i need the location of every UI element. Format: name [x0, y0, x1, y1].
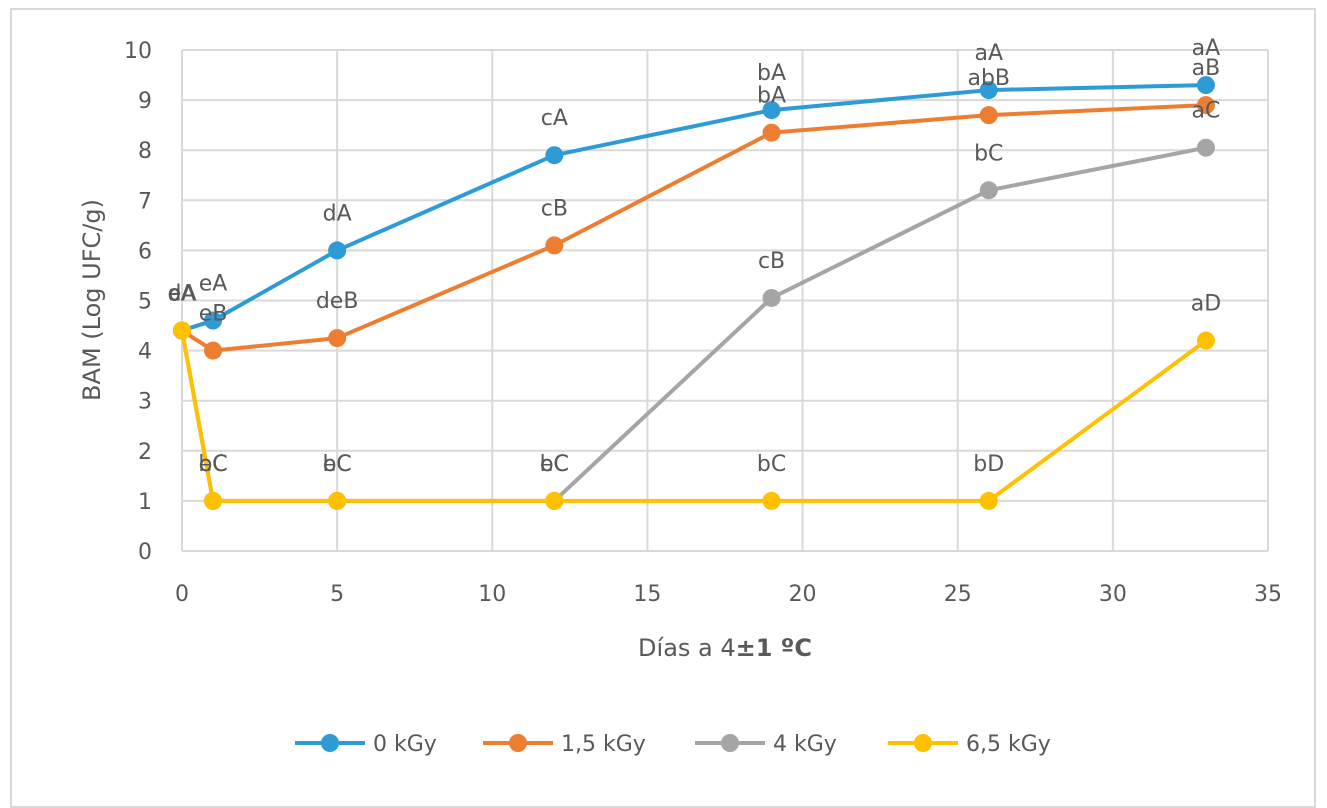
grid	[181, 49, 1269, 552]
data-label-s3-p4: bC	[757, 452, 786, 477]
data-label-s0-p2: dA	[323, 201, 352, 226]
x-tick-label-7: 35	[1254, 582, 1282, 607]
data-point-s1-p2	[328, 329, 347, 348]
data-point-s2-p6	[1196, 138, 1215, 157]
y-axis-title: BAM (Log UFC/g)	[78, 199, 106, 401]
data-label-s1-p0: eA	[168, 282, 197, 307]
y-axis-ticks: 0 1 2 3 4 5 6 7 8 9 10	[124, 39, 152, 565]
data-point-s1-p1	[204, 341, 223, 360]
legend-label-1: 1,5 kGy	[561, 732, 646, 757]
legend-marker-0	[321, 734, 339, 752]
x-tick-label-5: 25	[944, 582, 972, 607]
data-point-s3-p5	[979, 491, 998, 510]
x-axis-title-prefix: Días a 4	[638, 634, 736, 662]
data-label-s3-p0: aA	[168, 282, 197, 307]
x-axis-title-bold: ±1 ºC	[736, 634, 812, 662]
data-label-s0-p1: eA	[199, 272, 228, 297]
data-label-s2-p1: eC	[199, 452, 228, 477]
data-point-s3-p6	[1196, 331, 1215, 350]
data-point-s3-p1	[204, 491, 223, 510]
legend-label-2: 4 kGy	[773, 732, 837, 757]
y-tick-label-2: 2	[138, 440, 152, 465]
data-label-s0-p5: aA	[974, 41, 1003, 66]
data-label-s2-p3: eC	[540, 452, 569, 477]
data-point-s3-p0	[173, 321, 191, 340]
data-point-s2-p4	[762, 288, 781, 307]
y-tick-label-0: 0	[138, 540, 152, 565]
x-tick-label-4: 20	[789, 582, 817, 607]
data-point-s3-p2	[328, 491, 347, 510]
y-tick-label-4: 4	[138, 340, 152, 365]
data-label-s1-p6: aB	[1192, 56, 1221, 81]
data-label-s3-p2: bC	[322, 452, 351, 477]
y-tick-label-7: 7	[138, 189, 152, 214]
legend: 0 kGy 1,5 kGy 4 kGy 6,5 kGy	[295, 732, 1051, 757]
chart-frame	[10, 8, 1316, 808]
data-label-s1-p3: cB	[541, 196, 568, 221]
x-tick-label-0: 0	[175, 582, 189, 607]
data-point-s0-p1	[204, 311, 223, 330]
data-point-s0-p2	[328, 241, 347, 260]
legend-marker-1	[509, 734, 527, 752]
legend-marker-3	[914, 734, 932, 752]
data-label-s3-p1: bC	[198, 452, 227, 477]
legend-label-0: 0 kGy	[373, 732, 437, 757]
legend-label-3: 6,5 kGy	[966, 732, 1051, 757]
data-label-s2-p4: cB	[758, 249, 785, 274]
x-axis-title: Días a 4±1 ºC	[638, 634, 812, 662]
data-label-s2-p0: cA	[168, 282, 195, 307]
data-label-s2-p6: aC	[1192, 99, 1221, 124]
y-tick-label-3: 3	[138, 390, 152, 415]
data-label-s3-p5: bD	[973, 452, 1004, 477]
x-tick-label-3: 15	[633, 582, 661, 607]
y-tick-label-5: 5	[138, 290, 152, 315]
data-label-s0-p6: aA	[1192, 36, 1221, 61]
data-point-s0-p5	[979, 81, 998, 100]
data-point-s1-p3	[545, 236, 564, 255]
data-label-s0-p3: cA	[541, 106, 568, 131]
series-group	[173, 76, 1215, 510]
data-point-s3-p4	[762, 491, 781, 510]
data-point-s1-p4	[762, 123, 781, 142]
x-tick-label-2: 10	[478, 582, 506, 607]
x-axis-ticks: 0 5 10 15 20 25 30 35	[175, 582, 1282, 607]
data-label-s3-p3: bC	[540, 452, 569, 477]
data-label-s3-p6: aD	[1191, 292, 1221, 317]
data-label-s1-p4: bA	[757, 84, 786, 109]
y-tick-label-10: 10	[124, 39, 152, 64]
data-point-s0-p3	[545, 146, 564, 165]
x-tick-label-1: 5	[330, 582, 344, 607]
data-label-s1-p2: deB	[316, 289, 359, 314]
x-tick-label-6: 30	[1099, 582, 1127, 607]
legend-marker-2	[721, 734, 739, 752]
data-label-s0-p4: bA	[757, 61, 786, 86]
y-tick-label-8: 8	[138, 139, 152, 164]
data-point-s1-p5	[979, 106, 998, 125]
data-point-s0-p6	[1196, 76, 1215, 95]
data-label-s1-p1: eB	[199, 302, 228, 327]
y-tick-label-1: 1	[138, 490, 152, 515]
data-label-s0-p0: dA	[167, 282, 196, 307]
data-point-s2-p5	[979, 181, 998, 200]
data-label-s1-p5: abB	[967, 66, 1010, 91]
data-label-s2-p2: eC	[323, 452, 352, 477]
data-point-s0-p4	[762, 101, 781, 120]
data-point-s1-p6	[1196, 96, 1215, 115]
data-point-s3-p3	[545, 491, 564, 510]
data-label-s2-p5: bC	[974, 141, 1003, 166]
y-tick-label-6: 6	[138, 239, 152, 264]
y-tick-label-9: 9	[138, 89, 152, 114]
